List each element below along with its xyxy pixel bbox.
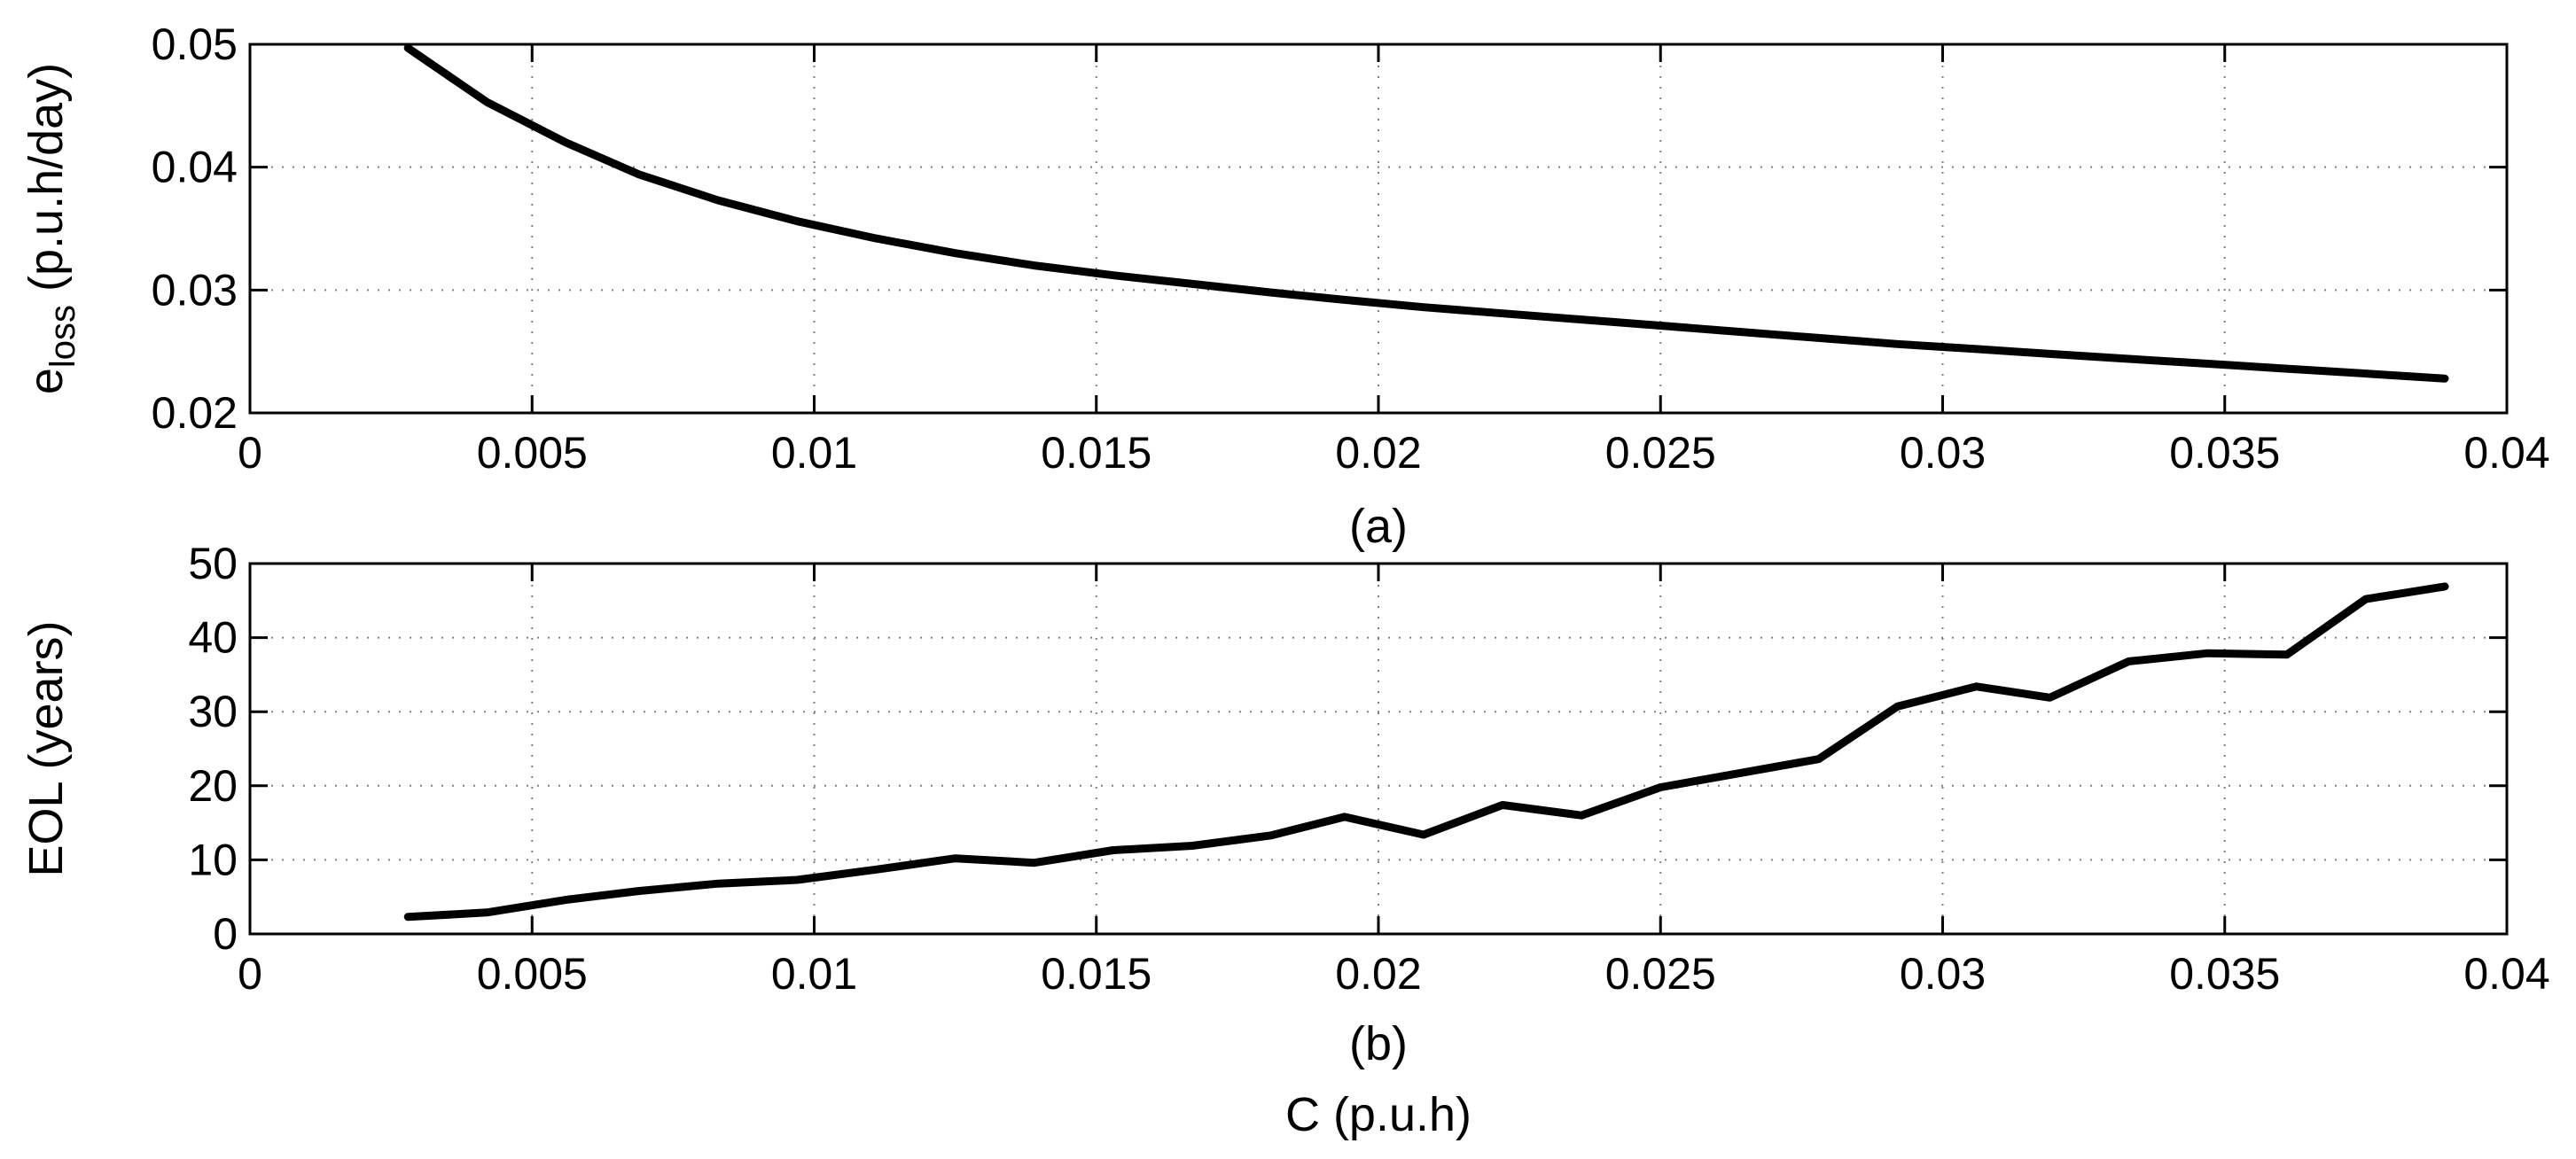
panel-a-ytick-label: 0.03 bbox=[152, 265, 238, 315]
panel-b-xtick-label: 0.03 bbox=[1900, 949, 1986, 999]
panel-a-xtick-label: 0.035 bbox=[2169, 428, 2280, 478]
panel-a-ylabel-unit: (p.u.h/day) bbox=[20, 63, 73, 305]
panel-b-ytick-label: 40 bbox=[188, 613, 238, 663]
panel-b-xtick-label: 0.02 bbox=[1335, 949, 1421, 999]
panel-b-xtick-label: 0.015 bbox=[1041, 949, 1151, 999]
panel-a-ytick-label: 0.05 bbox=[152, 19, 238, 69]
panel-b-ytick-label: 50 bbox=[188, 539, 238, 588]
panel-b-ticks: 0 0.005 0.01 0.015 0.02 0.025 0.03 0.035 0.04 0 10… bbox=[188, 539, 2549, 999]
panel-b-xtick-label: 0.035 bbox=[2169, 949, 2280, 999]
panel-b-xtick-label: 0.01 bbox=[771, 949, 857, 999]
panel-a-xtick-label: 0.03 bbox=[1900, 428, 1986, 478]
panel-b-caption: (b) bbox=[1349, 1017, 1408, 1070]
panel-a-ytick-label: 0.02 bbox=[152, 388, 238, 438]
panel-a-xtick-label: 0.025 bbox=[1605, 428, 1716, 478]
panel-a-xtick-label: 0.04 bbox=[2463, 428, 2549, 478]
panel-a-xtick-label: 0.005 bbox=[477, 428, 588, 478]
panel-b-xtick-label: 0.005 bbox=[477, 949, 588, 999]
panel-b-xtick-label: 0 bbox=[238, 949, 262, 999]
panel-a-xtick-label: 0.02 bbox=[1335, 428, 1421, 478]
panel-b-xtick-label: 0.025 bbox=[1605, 949, 1716, 999]
panel-a-ticks: 0 0.005 0.01 0.015 0.02 0.025 0.03 0.035 0.04 0.0… bbox=[152, 19, 2550, 478]
panel-a-xtick-label: 0.01 bbox=[771, 428, 857, 478]
panel-a-series-line bbox=[403, 43, 2449, 383]
panel-a-ylabel: eloss (p.u.h/day) bbox=[20, 63, 82, 394]
panel-b-xtick-label: 0.04 bbox=[2463, 949, 2549, 999]
panel-b-series-line bbox=[403, 582, 2449, 922]
panel-a-eloss: 0 0.005 0.01 0.015 0.02 0.025 0.03 0.035 0.04 0.0… bbox=[20, 19, 2550, 553]
panel-b-eol: 0 0.005 0.01 0.015 0.02 0.025 0.03 0.035 0.04 0 10… bbox=[20, 539, 2550, 1141]
panel-b-ytick-label: 30 bbox=[188, 687, 238, 736]
panel-a-xtick-label: 0 bbox=[238, 428, 262, 478]
panel-a-xtick-label: 0.015 bbox=[1041, 428, 1151, 478]
panel-a-caption: (a) bbox=[1349, 500, 1408, 553]
panel-b-grid bbox=[250, 564, 2507, 934]
panel-b-ytick-label: 10 bbox=[188, 835, 238, 884]
panel-b-ytick-label: 20 bbox=[188, 761, 238, 811]
panel-b-ytick-label: 0 bbox=[213, 909, 238, 959]
panel-a-grid bbox=[250, 44, 2507, 413]
panel-a-ylabel-main: e bbox=[20, 368, 73, 394]
x-axis-label: C (p.u.h) bbox=[1285, 1088, 1471, 1141]
panel-b-ylabel: EOL (years) bbox=[20, 620, 73, 876]
panel-a-ytick-label: 0.04 bbox=[152, 143, 238, 192]
panel-a-ylabel-subscript: loss bbox=[43, 305, 82, 368]
